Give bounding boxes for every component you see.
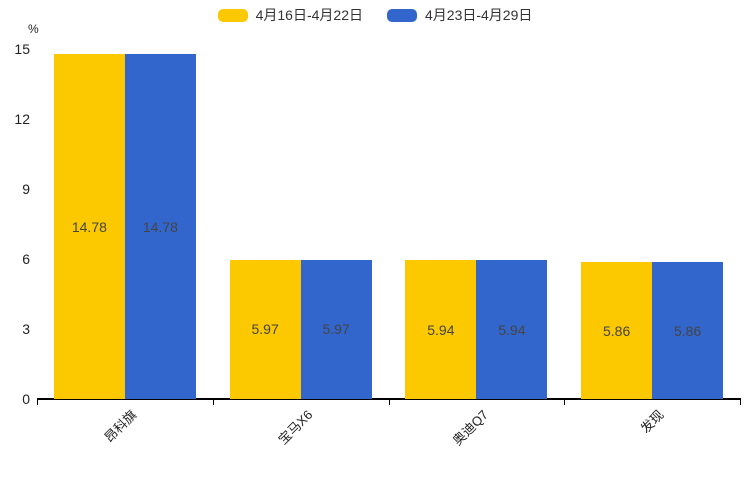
legend-swatch (387, 8, 417, 22)
y-axis-unit-label: % (28, 22, 39, 36)
bar-series-2-昂科旗[interactable] (124, 54, 196, 399)
x-axis-tick (388, 399, 390, 405)
legend-label: 4月16日-4月22日 (255, 7, 363, 23)
legend-swatch (217, 8, 248, 22)
bar-value-label: 5.97 (251, 321, 279, 338)
bar-value-label: 5.86 (603, 322, 631, 339)
bar-series-1-昂科旗[interactable] (53, 54, 125, 399)
x-axis-label: 奥迪Q7 (449, 407, 491, 449)
y-tick-label: 12 (14, 111, 30, 127)
y-tick-label: 9 (22, 181, 30, 197)
bar-value-label: 14.78 (71, 218, 107, 235)
x-axis-tick (37, 399, 38, 405)
bar-value-label: 5.94 (498, 321, 526, 338)
x-axis-tick (212, 399, 214, 405)
x-axis-tick (564, 399, 566, 405)
bar-series-2-奥迪Q7[interactable] (476, 260, 548, 399)
bar-series-2-宝马X6[interactable] (300, 259, 372, 399)
x-axis-tick (740, 399, 741, 405)
y-tick-label: 3 (22, 321, 30, 337)
chart-legend: 4月16日-4月22日 4月23日-4月29日 (0, 6, 750, 24)
bar-value-label: 5.86 (674, 322, 702, 339)
x-axis-label: 昂科旗 (101, 407, 140, 446)
legend-label: 4月23日-4月29日 (425, 7, 533, 23)
legend-item-series-1[interactable]: 4月16日-4月22日 (217, 6, 363, 24)
bar-series-1-奥迪Q7[interactable] (405, 260, 477, 399)
bar-series-1-发现[interactable] (581, 262, 653, 399)
bar-series-2-发现[interactable] (652, 262, 724, 399)
bar-series-1-宝马X6[interactable] (229, 259, 301, 399)
bar-value-label: 14.78 (142, 218, 178, 235)
x-axis-label: 发现 (637, 407, 667, 437)
y-tick-label: 6 (22, 251, 30, 267)
legend-item-series-2[interactable]: 4月23日-4月29日 (387, 6, 532, 24)
x-axis-label: 宝马X6 (274, 407, 316, 448)
bar-value-label: 5.94 (427, 321, 455, 338)
y-tick-label: 15 (14, 41, 30, 57)
y-tick-label: 0 (22, 391, 30, 407)
bar-value-label: 5.97 (322, 321, 350, 338)
